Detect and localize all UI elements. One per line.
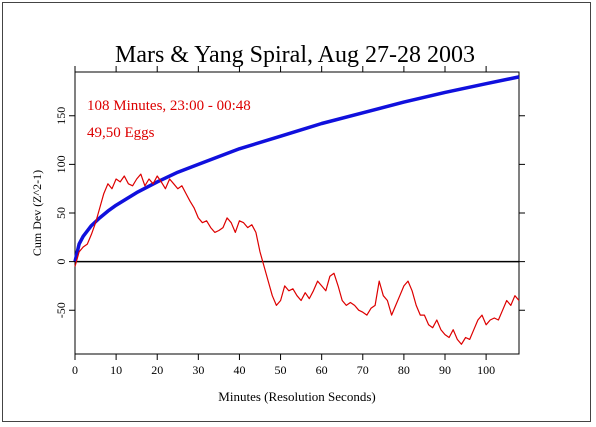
y-tick-label: 100 bbox=[54, 155, 68, 173]
annotation-eggs: 49,50 Eggs bbox=[87, 125, 155, 141]
x-tick-label: 90 bbox=[439, 363, 451, 377]
x-tick-label: 40 bbox=[233, 363, 245, 377]
series-line-cumdev bbox=[74, 173, 520, 345]
x-tick-label: 0 bbox=[72, 363, 78, 377]
plot-curves bbox=[73, 75, 520, 345]
x-tick-label: 80 bbox=[398, 363, 410, 377]
y-tick-label: 0 bbox=[54, 259, 68, 265]
y-axis-label: Cum Dev (Z^2-1) bbox=[30, 170, 44, 256]
y-tick-label: -50 bbox=[54, 302, 68, 318]
y-tick-label: 50 bbox=[54, 207, 68, 219]
annotation-duration: 108 Minutes, 23:00 - 00:48 bbox=[87, 98, 251, 114]
x-tick-label: 30 bbox=[192, 363, 204, 377]
y-tick-label: 150 bbox=[54, 107, 68, 125]
x-tick-label: 10 bbox=[110, 363, 122, 377]
x-tick-label: 20 bbox=[151, 363, 163, 377]
axes: 0 10 20 30 40 50 60 70 80 90 100 -50 0 50 100 150 bbox=[54, 66, 525, 377]
x-tick-label: 70 bbox=[357, 363, 369, 377]
chart-title: Mars & Yang Spiral, Aug 27-28 2003 bbox=[115, 42, 475, 68]
x-tick-label: 60 bbox=[316, 363, 328, 377]
x-tick-label: 50 bbox=[275, 363, 287, 377]
series-line-envelope bbox=[73, 75, 520, 262]
x-axis-label: Minutes (Resolution Seconds) bbox=[218, 389, 375, 404]
plot-area bbox=[74, 71, 520, 355]
x-tick-label: 100 bbox=[477, 363, 495, 377]
